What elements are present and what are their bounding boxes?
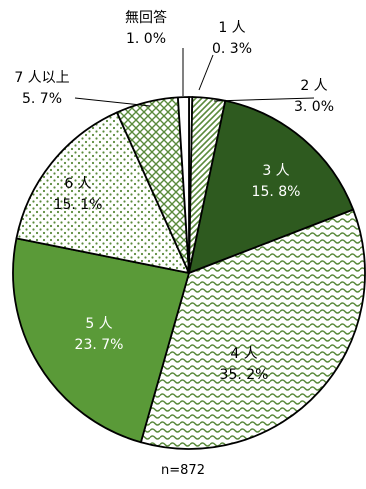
slice-category-label: 3 人 [262, 163, 289, 179]
slice-category-label: 2 人 [300, 78, 327, 94]
slice-category-label: 6 人 [64, 176, 91, 192]
pie-slice [12, 237, 190, 444]
leader-line [213, 97, 315, 102]
slice-category-label: 1 人 [218, 20, 245, 36]
slice-value-label: 0. 3% [212, 41, 252, 57]
slice-category-label: 7 人以上 [14, 70, 69, 86]
pie-slice [15, 111, 190, 274]
slice-value-label: 5. 7% [22, 91, 62, 107]
slice-value-label: 15. 8% [252, 184, 301, 200]
slice-value-label: 15. 1% [54, 197, 103, 213]
pie-slice [139, 208, 366, 450]
pie-slice [188, 99, 355, 274]
slice-value-label: 23. 7% [75, 337, 124, 353]
slice-value-label: 1. 0% [126, 31, 166, 47]
slice-value-label: 3. 0% [294, 99, 334, 115]
leader-line [74, 97, 151, 107]
slice-category-label: 無回答 [125, 9, 167, 26]
slice-category-label: 5 人 [85, 316, 112, 332]
pie-slice [177, 96, 190, 274]
sample-size-note: n=872 [161, 463, 205, 478]
slice-value-label: 35. 2% [220, 367, 269, 383]
leader-line [198, 54, 214, 91]
slice-category-label: 4 人 [230, 346, 257, 362]
